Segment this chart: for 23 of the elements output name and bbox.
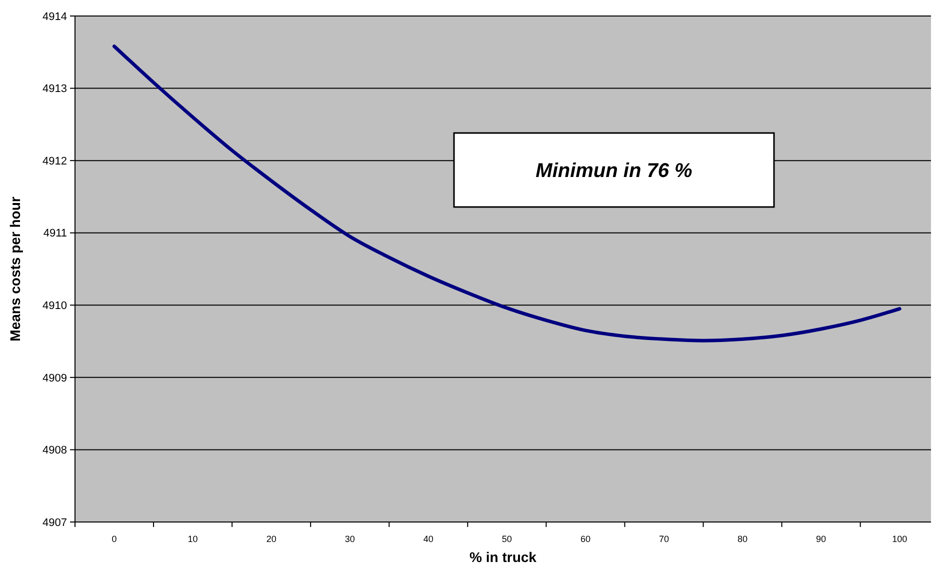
x-tick-label: 40 xyxy=(423,534,434,544)
x-tick-label: 100 xyxy=(892,534,908,544)
annotation: Minimun in 76 % xyxy=(536,160,693,182)
y-tick-label: 4910 xyxy=(42,300,67,312)
y-tick-label: 4913 xyxy=(42,83,67,96)
x-tick-label: 20 xyxy=(266,534,276,544)
y-tick-label: 4908 xyxy=(42,444,67,457)
x-tick-label: 70 xyxy=(658,534,669,544)
y-tick-label: 4912 xyxy=(42,155,67,168)
line-series xyxy=(112,44,902,342)
x-tick-label: 0 xyxy=(112,534,117,544)
x-tick-label: 30 xyxy=(344,534,355,544)
x-tick-label: 80 xyxy=(738,534,748,544)
y-tick-label: 4907 xyxy=(42,516,67,529)
x-tick-label: 50 xyxy=(502,534,512,544)
x-tick-label: 90 xyxy=(816,534,826,544)
y-tick-label: 4909 xyxy=(42,372,67,384)
x-tick-label: 10 xyxy=(188,534,198,544)
x-tick-label: 60 xyxy=(580,534,590,544)
y-tick-label: 4914 xyxy=(42,10,67,23)
x-axis-title: % in truck xyxy=(470,549,537,565)
y-tick-label: 4911 xyxy=(43,228,67,240)
y-axis-title: Means costs per hour xyxy=(7,196,23,342)
